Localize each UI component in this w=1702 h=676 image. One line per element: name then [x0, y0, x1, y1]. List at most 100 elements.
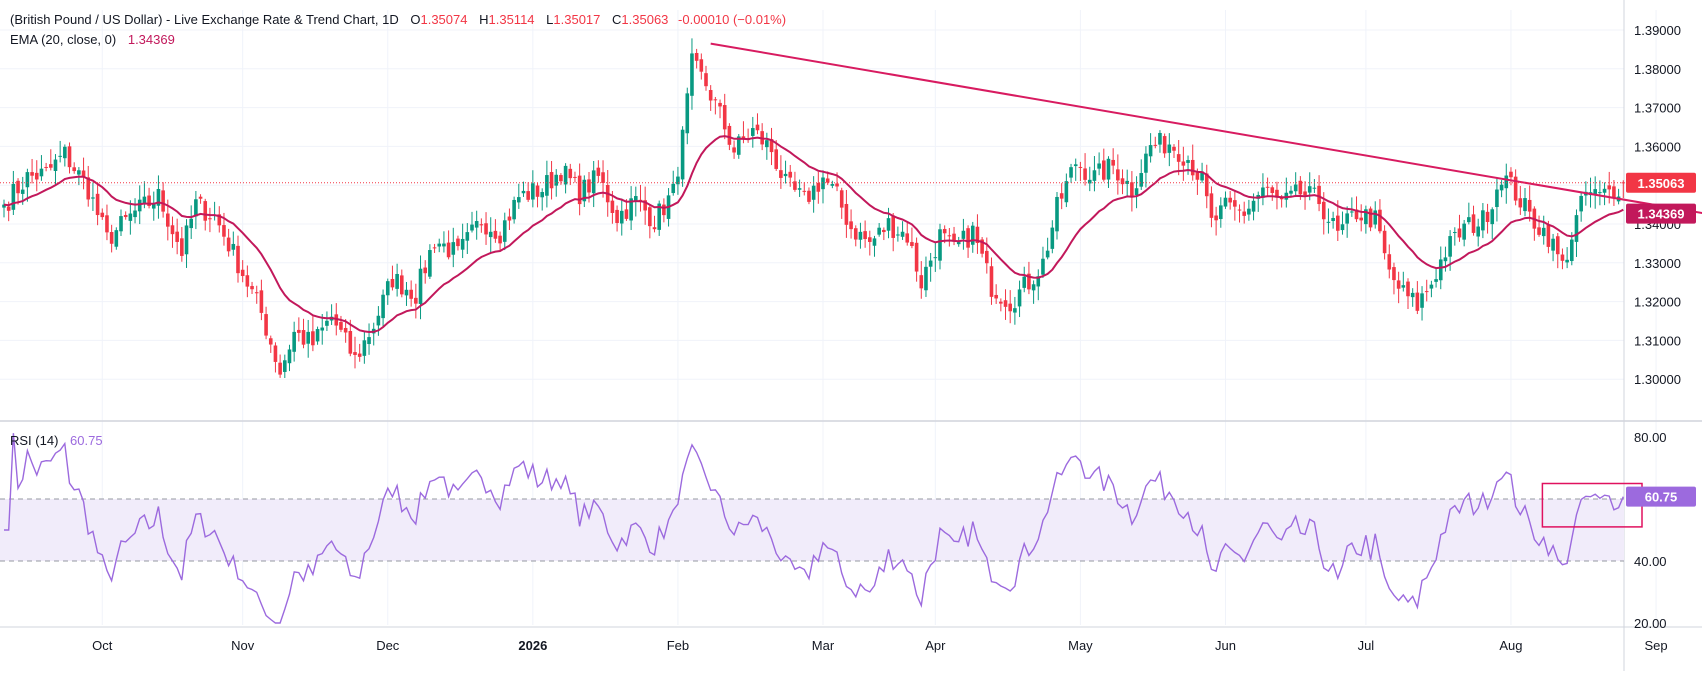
candle-body	[853, 228, 858, 240]
time-tick-label: Feb	[667, 638, 689, 653]
time-tick-label: May	[1068, 638, 1093, 653]
candle	[287, 344, 292, 372]
candle	[1017, 280, 1022, 318]
candle-body	[816, 182, 821, 192]
candle-body	[952, 233, 956, 242]
candle-body	[825, 178, 830, 183]
candle-body	[1317, 185, 1321, 205]
ema-badge-bg	[1626, 203, 1696, 224]
candle	[1541, 215, 1546, 245]
candle-body	[554, 174, 559, 186]
candle	[910, 227, 914, 249]
candle	[367, 323, 371, 355]
candle	[208, 207, 212, 233]
candle	[1396, 271, 1401, 304]
candle-body	[835, 183, 839, 187]
candle-body	[727, 125, 732, 145]
candle	[1579, 192, 1583, 222]
candle	[91, 182, 95, 211]
candle-body	[732, 147, 736, 153]
candle	[362, 330, 367, 364]
candle	[1195, 168, 1200, 195]
candle	[779, 155, 783, 189]
candle-body	[1069, 167, 1073, 178]
candle	[34, 160, 39, 192]
candle	[278, 354, 282, 378]
candle	[1223, 191, 1228, 209]
candle	[1462, 219, 1466, 247]
candle	[446, 230, 451, 260]
candle	[100, 208, 105, 220]
candle-body	[250, 286, 254, 290]
candle-body	[128, 213, 133, 221]
candle-body	[1448, 236, 1452, 257]
candle-body	[1092, 170, 1097, 181]
candle-body	[1008, 303, 1012, 312]
candle-body	[1518, 198, 1523, 208]
candle	[381, 289, 385, 327]
rsi-legend: RSI (14) 60.75	[10, 432, 103, 450]
price-tick-label: 1.30000	[1634, 372, 1681, 387]
candle	[989, 257, 994, 305]
candle-body	[1130, 182, 1134, 197]
candle-body	[652, 227, 657, 230]
candle	[601, 160, 605, 198]
candle-body	[1116, 169, 1120, 181]
candle	[1429, 280, 1434, 298]
candle	[947, 228, 952, 247]
candle	[1270, 185, 1275, 201]
candle	[1588, 177, 1593, 208]
candle-body	[1410, 292, 1415, 298]
rsi-label: RSI (14)	[10, 433, 59, 448]
candle-body	[1504, 175, 1509, 189]
candle	[830, 180, 835, 189]
candle	[657, 200, 661, 236]
candle-body	[465, 232, 470, 241]
candle-body	[268, 338, 273, 345]
candle	[245, 265, 250, 298]
candle-body	[535, 185, 540, 197]
ema-line	[3, 135, 1624, 334]
candle	[1326, 208, 1331, 234]
candle	[16, 178, 20, 205]
candle-body	[325, 320, 329, 326]
rsi-badge-bg	[1626, 486, 1696, 507]
candle-body	[1485, 211, 1490, 223]
candle-body	[1570, 239, 1574, 262]
candle-body	[236, 245, 240, 274]
candle	[236, 235, 240, 283]
candle	[1293, 172, 1298, 198]
candle	[264, 306, 268, 340]
candle	[231, 231, 236, 256]
candle	[175, 218, 179, 255]
time-tick-label: Aug	[1499, 638, 1522, 653]
candle-body	[1031, 284, 1036, 291]
candle-body	[100, 212, 105, 218]
candle-body	[226, 237, 231, 252]
candle-body	[1373, 210, 1378, 225]
candle-body	[1233, 200, 1237, 207]
ema-value: 1.34369	[127, 32, 175, 47]
candle-body	[849, 221, 853, 230]
candle-body	[1321, 201, 1326, 220]
candle	[582, 175, 587, 208]
candle-body	[1354, 209, 1359, 220]
candle	[755, 113, 760, 135]
candle-body	[1134, 188, 1139, 196]
candle-body	[891, 215, 895, 238]
candle-body	[905, 233, 910, 243]
candle-body	[58, 155, 62, 157]
candle	[161, 182, 165, 218]
candle-body	[549, 172, 554, 189]
candle-body	[830, 184, 835, 186]
candle-body	[807, 190, 811, 202]
candle	[180, 226, 184, 262]
candle	[301, 318, 306, 349]
candle-body	[353, 352, 357, 355]
candle	[1153, 136, 1158, 149]
candle	[474, 210, 479, 240]
candle-body	[1120, 178, 1125, 185]
candle	[470, 211, 474, 233]
